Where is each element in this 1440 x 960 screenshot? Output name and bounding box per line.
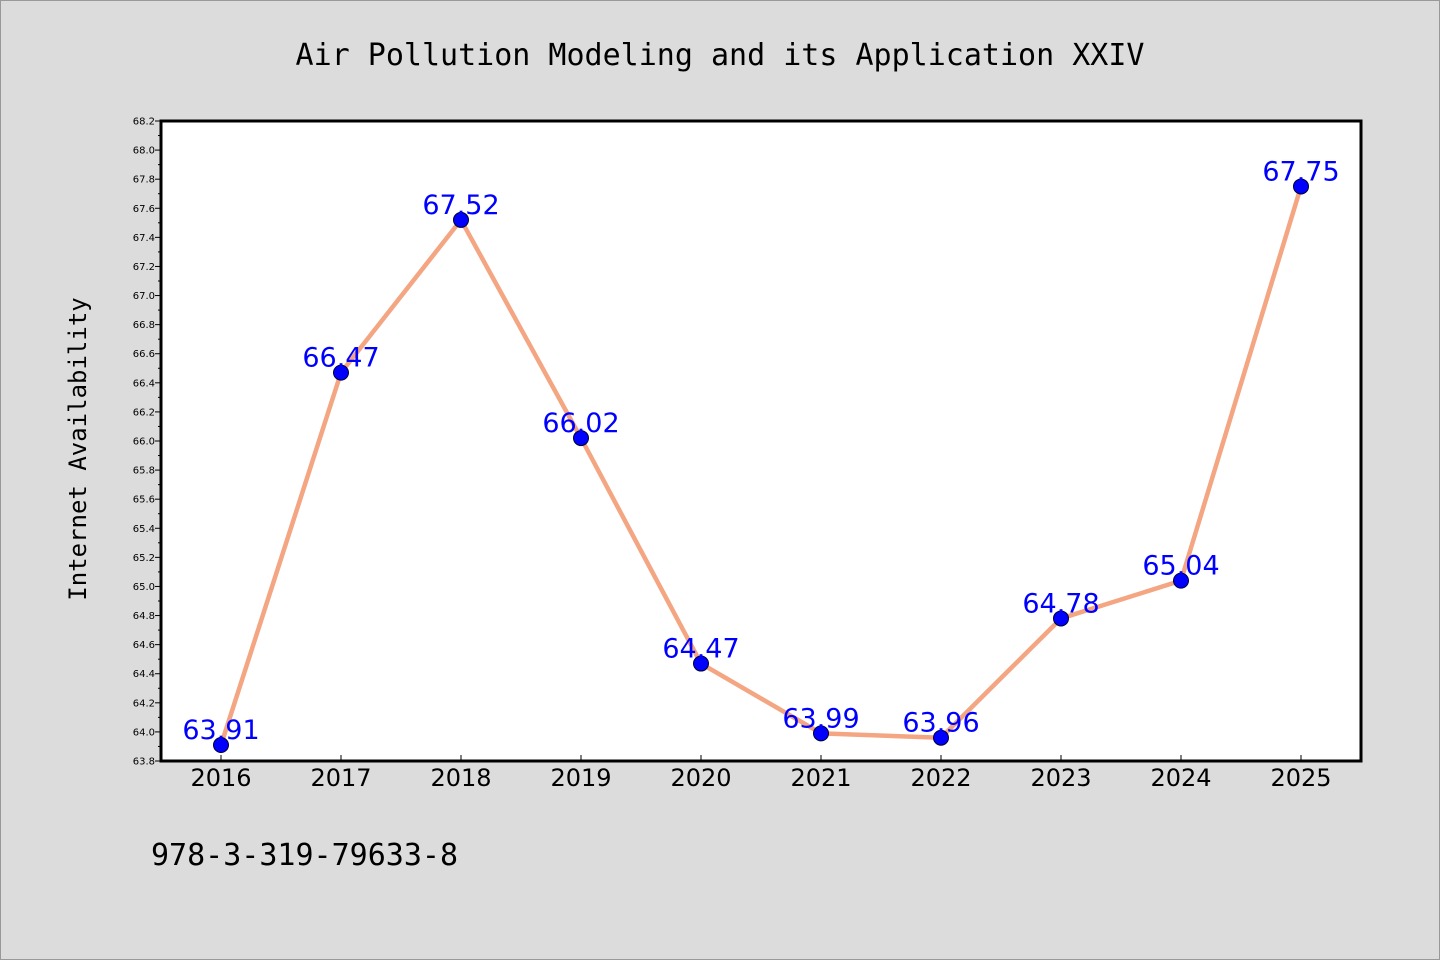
y-tick-label: 63.8 — [133, 757, 155, 768]
data-label-layer: 63.91 66.47 67.52 66.02 64.47 63.99 63.96 64.78… — [182, 156, 1339, 746]
data-label: 64.47 — [662, 634, 739, 665]
data-label: 63.99 — [782, 703, 859, 734]
y-axis-ticks: 63.8 64.0 64.2 64.4 64.6 64.8 65.0 65.2 65.4 65.6… — [133, 117, 161, 768]
x-tick-label: 2019 — [550, 764, 611, 792]
data-label: 63.91 — [182, 715, 259, 746]
data-point — [1173, 572, 1189, 589]
y-tick-label: 67.8 — [133, 175, 155, 186]
y-tick-label: 67.4 — [133, 233, 155, 244]
y-tick-label: 67.0 — [133, 291, 155, 302]
x-tick-label: 2024 — [1150, 764, 1211, 792]
y-tick-label: 67.6 — [133, 204, 155, 215]
data-label: 63.96 — [902, 708, 979, 739]
x-tick-label: 2020 — [670, 764, 731, 792]
y-tick-label: 66.2 — [133, 407, 155, 418]
y-tick-label: 65.4 — [133, 524, 155, 535]
x-tick-label: 2018 — [430, 764, 491, 792]
y-axis-label: Internet Availability — [64, 297, 92, 600]
y-tick-label: 66.0 — [133, 437, 155, 448]
data-label: 64.78 — [1022, 588, 1099, 619]
x-tick-label: 2023 — [1030, 764, 1091, 792]
y-tick-label: 68.0 — [133, 146, 155, 157]
data-label: 66.02 — [542, 408, 619, 439]
y-tick-label: 64.8 — [133, 611, 155, 622]
isbn-text: 978-3-319-79633-8 — [151, 838, 458, 873]
y-tick-label: 64.4 — [133, 669, 155, 680]
x-tick-label: 2016 — [190, 764, 251, 792]
y-tick-label: 65.8 — [133, 466, 155, 477]
marker-layer — [213, 178, 1309, 753]
chart-title: Air Pollution Modeling and its Applicati… — [296, 38, 1145, 73]
x-tick-label: 2025 — [1270, 764, 1331, 792]
y-tick-label: 64.2 — [133, 698, 155, 709]
data-point — [333, 364, 349, 381]
y-tick-label: 65.0 — [133, 582, 155, 593]
data-label: 66.47 — [302, 343, 379, 374]
y-tick-label: 64.0 — [133, 727, 155, 738]
data-label: 67.52 — [422, 190, 499, 221]
y-tick-label: 66.6 — [133, 349, 155, 360]
x-tick-label: 2017 — [310, 764, 371, 792]
series-line-layer — [218, 184, 1304, 748]
data-point — [813, 725, 829, 742]
data-point — [933, 729, 949, 746]
y-tick-label: 64.6 — [133, 640, 155, 651]
x-tick-label: 2021 — [790, 764, 851, 792]
x-tick-label: 2022 — [910, 764, 971, 792]
data-point — [1053, 610, 1069, 627]
y-tick-label: 65.6 — [133, 495, 155, 506]
y-tick-label: 66.4 — [133, 378, 155, 389]
plot-area — [161, 121, 1361, 761]
y-tick-label: 67.2 — [133, 262, 155, 273]
data-label: 67.75 — [1262, 156, 1339, 187]
data-point — [573, 430, 589, 447]
data-label: 65.04 — [1142, 551, 1219, 582]
data-point — [693, 655, 709, 672]
y-tick-label: 65.2 — [133, 553, 155, 564]
y-tick-label: 68.2 — [133, 117, 155, 128]
series-line — [218, 184, 1304, 748]
x-axis-ticks: 2016 2017 2018 2019 2020 2021 2022 2023 2024 2025 — [190, 755, 1332, 792]
data-point — [453, 211, 469, 228]
data-point — [213, 737, 229, 753]
data-point — [1293, 178, 1309, 195]
y-tick-label: 66.8 — [133, 320, 155, 331]
